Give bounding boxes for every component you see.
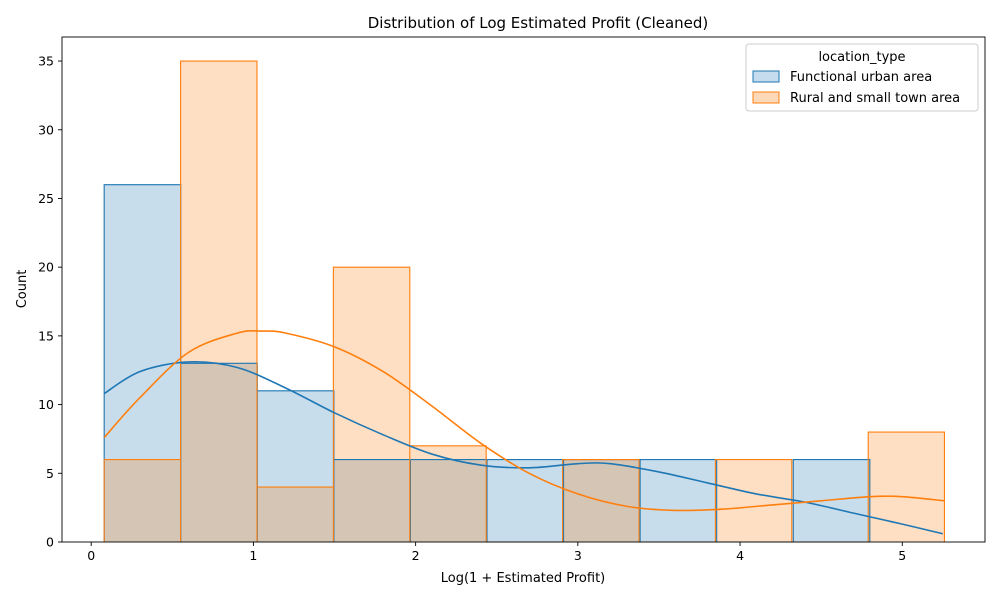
bar <box>180 61 257 543</box>
legend-swatch-rural-small-town <box>752 91 780 104</box>
y-tick-label: 25 <box>38 191 54 206</box>
kde-layer <box>103 329 945 535</box>
x-tick-label: 4 <box>736 548 744 563</box>
y-tick-label: 30 <box>38 122 54 137</box>
y-tick-label: 10 <box>38 397 54 412</box>
y-axis-label: Count <box>15 270 30 309</box>
legend-label-rural-small-town: Rural and small town area <box>790 91 960 106</box>
bar <box>409 445 487 542</box>
bar <box>256 487 334 542</box>
legend: location_type Functional urban area Rura… <box>745 43 979 112</box>
y-axis-ticks: 0 5 10 15 20 25 30 35 <box>38 54 62 550</box>
bar <box>793 459 870 542</box>
bar <box>180 363 258 542</box>
x-tick-label: 5 <box>898 548 906 563</box>
kde-line-1 <box>103 329 945 512</box>
bar <box>257 390 334 542</box>
bar <box>868 432 945 542</box>
y-tick-label: 0 <box>46 535 54 550</box>
x-tick-label: 3 <box>574 548 582 563</box>
x-tick-label: 2 <box>412 548 420 563</box>
bar <box>640 459 717 542</box>
chart-title: Distribution of Log Estimated Profit (Cl… <box>368 14 709 32</box>
y-tick-label: 5 <box>46 466 54 481</box>
legend-box <box>745 43 979 112</box>
x-tick-label: 0 <box>87 548 95 563</box>
bar <box>715 459 792 542</box>
plot-frame <box>61 36 986 543</box>
legend-swatch-functional-urban <box>752 70 780 83</box>
series-bars-0 <box>104 184 870 543</box>
bars-layer <box>103 60 945 543</box>
legend-title: location_type <box>818 50 905 65</box>
legend-label-functional-urban: Functional urban area <box>790 70 932 85</box>
y-tick-label: 20 <box>38 260 54 275</box>
bar <box>104 459 181 542</box>
x-axis-label: Log(1 + Estimated Profit) <box>441 571 606 586</box>
bar <box>410 459 488 542</box>
y-tick-label: 15 <box>38 328 54 343</box>
y-tick-label: 35 <box>38 54 54 69</box>
x-axis-ticks: 0 1 2 3 4 5 <box>87 542 906 563</box>
x-tick-label: 1 <box>249 548 257 563</box>
bar <box>333 459 411 542</box>
bar <box>333 267 410 542</box>
series-bars-1 <box>104 61 945 543</box>
bar <box>487 459 564 542</box>
